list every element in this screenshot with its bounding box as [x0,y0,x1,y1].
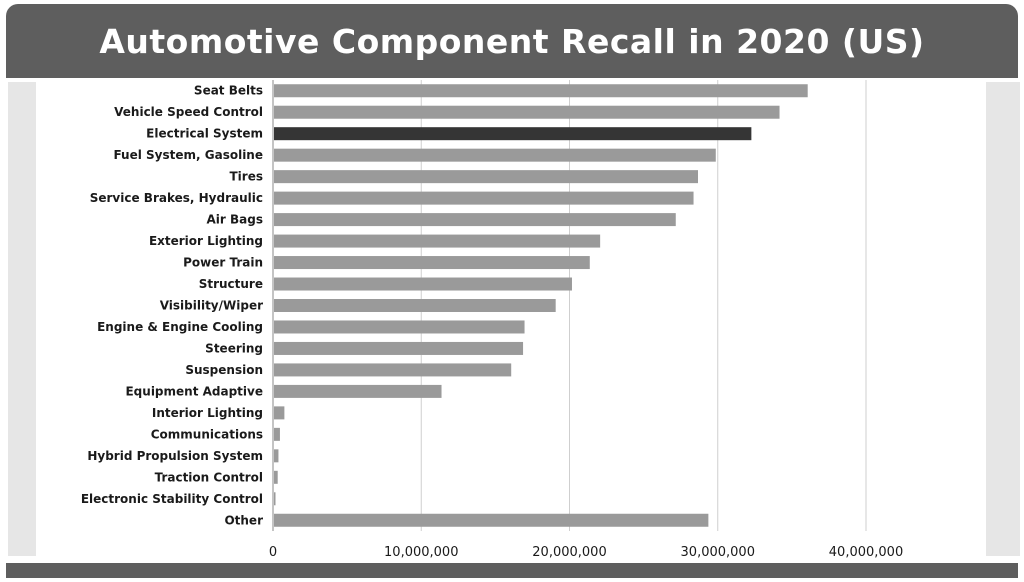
x-tick-label: 40,000,000 [829,545,903,560]
category-label: Equipment Adaptive [125,384,263,398]
bar [274,256,590,270]
bar [274,277,572,291]
bar [274,406,285,420]
bar [274,341,524,355]
bar [274,170,698,184]
category-label: Power Train [183,256,263,270]
bar [274,513,709,527]
category-label: Interior Lighting [152,406,263,420]
bar [274,191,694,205]
right-side-panel [986,82,1020,556]
bar [274,105,780,119]
bar [274,148,716,162]
category-label: Other [224,513,263,527]
title-bar: Automotive Component Recall in 2020 (US) [6,4,1018,78]
bar [274,384,442,398]
category-label: Electrical System [146,127,263,141]
bar [274,299,556,312]
bar [274,427,280,441]
category-label: Structure [199,277,263,291]
bottom-bar [6,563,1018,578]
category-label: Service Brakes, Hydraulic [90,191,263,205]
category-label: Air Bags [207,213,263,227]
category-label: Electronic Stability Control [81,492,263,506]
category-label: Hybrid Propulsion System [87,449,263,463]
x-tick-label: 20,000,000 [532,545,606,560]
category-label: Traction Control [155,470,263,484]
bar [274,320,525,334]
category-label: Exterior Lighting [149,234,263,248]
category-label: Visibility/Wiper [160,299,263,313]
category-label: Engine & Engine Cooling [97,320,263,334]
category-label: Tires [230,170,264,184]
x-tick-label-layer: 0 10,000,000 20,000,000 30,000,000 40,000,00… [269,545,903,560]
category-label: Vehicle Speed Control [114,105,263,119]
x-tick-label: 10,000,000 [384,545,458,560]
left-side-panel [8,82,36,556]
category-label-layer: Seat Belts Vehicle Speed Control Electrica… [81,84,263,528]
bar [274,449,279,463]
category-label: Suspension [185,363,263,377]
bar [274,470,278,484]
bar [274,234,601,248]
bar [274,492,276,506]
bar [274,363,512,377]
bar [274,213,676,227]
category-label: Communications [151,427,263,441]
bar-highlighted [274,127,752,141]
category-label: Fuel System, Gasoline [113,148,263,162]
x-tick-label: 30,000,000 [681,545,755,560]
x-tick-label: 0 [269,545,277,560]
category-label: Steering [205,341,263,355]
chart-title: Automotive Component Recall in 2020 (US) [99,21,925,61]
category-label: Seat Belts [194,84,263,98]
bar-layer [274,84,808,527]
bar [274,84,808,98]
